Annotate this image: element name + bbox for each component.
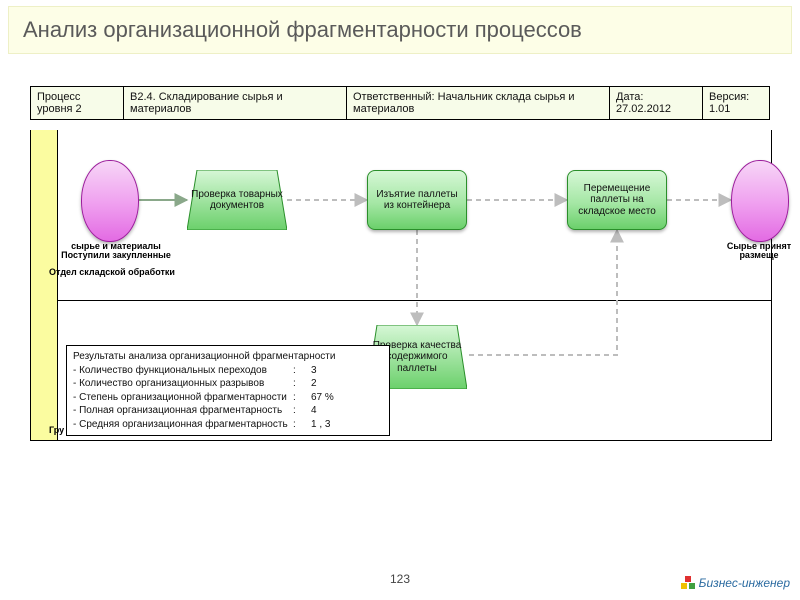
analysis-results-header: Результаты анализа организационной фрагм…: [73, 350, 383, 364]
results-row: - Количество организационных разрывов:2: [73, 377, 383, 391]
hdr-c5: Версия:1.01: [703, 87, 770, 120]
process-diagram: сырье и материалыПоступили закупленные О…: [30, 130, 772, 441]
title-band: Анализ организационной фрагментарности п…: [8, 6, 792, 54]
hdr-c2: B2.4. Складирование сырья и материалов: [124, 87, 347, 120]
end-event: [731, 160, 789, 242]
hdr-c3: Ответственный: Начальник склада сырья и …: [347, 87, 610, 120]
analysis-results-box: Результаты анализа организационной фрагм…: [66, 345, 390, 436]
brand-logo: Бизнес-инженер: [681, 576, 790, 590]
process-header-table: Процесс уровня 2 B2.4. Складирование сыр…: [30, 86, 770, 120]
task-extract-pallet: Изъятие паллеты из контейнера: [367, 170, 467, 230]
results-row: - Количество функциональных переходов:3: [73, 364, 383, 378]
brand-icon: [681, 576, 695, 590]
results-row: - Полная организационная фрагментарность…: [73, 404, 383, 418]
hdr-c4: Дата:27.02.2012: [610, 87, 703, 120]
task-move-pallet: Перемещение паллеты на складское место: [567, 170, 667, 230]
page-title: Анализ организационной фрагментарности п…: [23, 17, 582, 43]
hdr-c1: Процесс уровня 2: [31, 87, 124, 120]
task-check-docs: Проверка товарных документов: [187, 170, 287, 230]
results-row: - Средняя организационная фрагментарност…: [73, 418, 383, 432]
results-row: - Степень организационной фрагментарност…: [73, 391, 383, 405]
brand-text: Бизнес-инженер: [699, 576, 790, 590]
start-event: [81, 160, 139, 242]
